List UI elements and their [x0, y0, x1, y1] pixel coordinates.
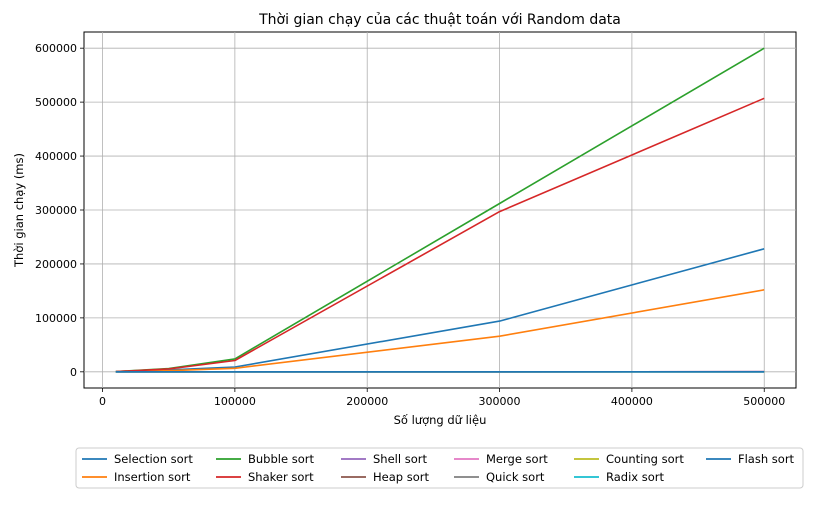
legend-label-bubble-sort: Bubble sort: [248, 452, 314, 466]
y-tick-label: 200000: [35, 258, 77, 271]
legend-label-flash-sort: Flash sort: [738, 452, 795, 466]
legend-label-heap-sort: Heap sort: [373, 470, 429, 484]
legend: Selection sort Insertion sort Bubble sort S…: [75, 447, 804, 489]
x-axis-label: Số lượng dữ liệu: [394, 413, 487, 427]
x-tick-label: 400000: [611, 395, 653, 408]
chart-title: Thời gian chạy của các thuật toán với Ra…: [258, 12, 621, 28]
x-tick-label: 300000: [479, 395, 521, 408]
y-tick-label: 500000: [35, 96, 77, 109]
y-tick-label: 400000: [35, 150, 77, 163]
legend-label-shell-sort: Shell sort: [373, 452, 427, 466]
series-lines: [115, 47, 765, 373]
x-axis-ticks: 0 100000 200000 300000 400000 500000: [99, 388, 785, 408]
legend-label-selection-sort: Selection sort: [114, 452, 193, 466]
series-line-shaker-sort: [115, 97, 765, 373]
y-tick-label: 100000: [35, 312, 77, 325]
x-tick-label: 100000: [214, 395, 256, 408]
legend-box: [75, 447, 804, 489]
y-axis-ticks: 0 100000 200000 300000 400000 500000 600000: [35, 42, 84, 379]
legend-label-insertion-sort: Insertion sort: [114, 470, 191, 484]
legend-label-shaker-sort: Shaker sort: [248, 470, 314, 484]
y-axis-label: Thời gian chạy (ms): [12, 153, 26, 268]
y-tick-label: 0: [70, 366, 77, 379]
legend-label-radix-sort: Radix sort: [606, 470, 664, 484]
grid-lines: [84, 32, 796, 388]
y-tick-label: 300000: [35, 204, 77, 217]
y-tick-label: 600000: [35, 42, 77, 55]
legend-label-quick-sort: Quick sort: [486, 470, 545, 484]
x-tick-label: 200000: [346, 395, 388, 408]
legend-label-counting-sort: Counting sort: [606, 452, 684, 466]
legend-label-merge-sort: Merge sort: [486, 452, 548, 466]
x-tick-label: 500000: [743, 395, 785, 408]
x-tick-label: 0: [99, 395, 106, 408]
